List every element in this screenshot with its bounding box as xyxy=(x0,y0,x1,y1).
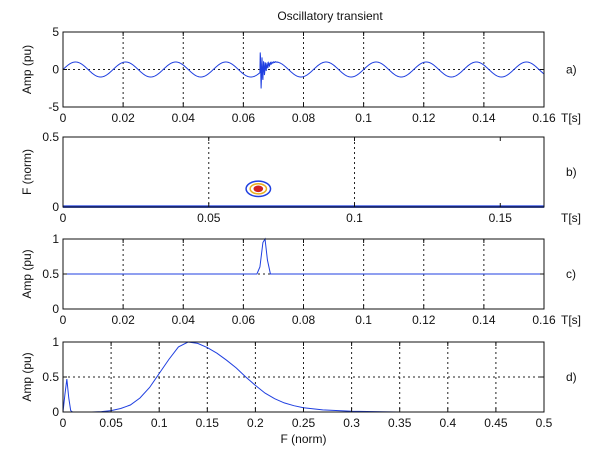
x-tick-label: 0.05 xyxy=(99,416,123,430)
y-tick-label: 0.5 xyxy=(42,130,59,144)
x-tick-label: 0.3 xyxy=(343,416,360,430)
x-axis-label: T[s] xyxy=(561,111,581,125)
y-tick-label: -5 xyxy=(48,100,59,114)
y-axis-label: Amp (pu) xyxy=(20,249,34,298)
x-tick-label: 0.2 xyxy=(247,416,264,430)
panel-d: 0 0.05 0.1 0.15 0.2 0.25 0.3 0.35 0.4 0.45 0.5 0 0.5… xyxy=(20,335,577,446)
y-axis-label: Amp (pu) xyxy=(20,45,34,94)
x-tick-label: 0.05 xyxy=(197,211,221,225)
x-tick-label: 0.1 xyxy=(355,313,372,327)
x-tick-label: 0.04 xyxy=(172,111,196,125)
x-tick-label: 0.4 xyxy=(439,416,456,430)
x-tick-label: 0.15 xyxy=(196,416,220,430)
y-tick-label: 0.5 xyxy=(42,267,59,281)
x-tick-label: 0.14 xyxy=(472,111,496,125)
x-tick-label: 0.08 xyxy=(292,111,316,125)
panel-label: d) xyxy=(566,370,577,384)
y-tick-label: 0.5 xyxy=(42,370,59,384)
x-tick-label: 0 xyxy=(60,211,67,225)
y-tick-label: 0 xyxy=(52,200,59,214)
x-tick-label: 0.45 xyxy=(484,416,508,430)
x-tick-label: 0.5 xyxy=(536,416,553,430)
x-tick-label: 0.12 xyxy=(412,111,436,125)
contour-ring-1 xyxy=(245,180,272,198)
y-tick-label: 0 xyxy=(52,63,59,77)
x-tick-label: 0.1 xyxy=(355,111,372,125)
y-tick-label: 1 xyxy=(52,232,59,246)
x-tick-label: 0.16 xyxy=(532,111,556,125)
panel-label: b) xyxy=(566,165,577,179)
panel-a: 0 0.02 0.04 0.06 0.08 0.1 0.12 0.14 0.16-505Amp … xyxy=(20,25,581,125)
x-tick-label: 0 xyxy=(60,111,67,125)
panel-b: 0 0.05 0.1 0.15 0 0.5 F (norm) T[s] b) xyxy=(20,130,581,225)
panels: 0 0.02 0.04 0.06 0.08 0.1 0.12 0.14 0.16-505Amp … xyxy=(20,25,581,446)
x-axis-label: T[s] xyxy=(561,313,581,327)
x-tick-label: 0.06 xyxy=(232,111,256,125)
y-tick-label: 1 xyxy=(52,335,59,349)
x-tick-label: 0.1 xyxy=(151,416,168,430)
x-axis-label: T[s] xyxy=(561,211,581,225)
y-tick-label: 5 xyxy=(52,25,59,39)
x-tick-label: 0.25 xyxy=(292,416,316,430)
chart-title: Oscillatory transient xyxy=(277,9,383,23)
x-tick-label: 0.14 xyxy=(472,313,496,327)
axes-frame xyxy=(62,136,545,208)
y-tick-label: 0 xyxy=(52,302,59,316)
x-tick-label: 0.06 xyxy=(232,313,256,327)
x-tick-label: 0.1 xyxy=(346,211,363,225)
panel-label: a) xyxy=(566,63,577,77)
x-tick-label: 0.04 xyxy=(172,313,196,327)
x-axis-label: F (norm) xyxy=(281,432,327,446)
panel-label: c) xyxy=(566,267,576,281)
contour-ring-2 xyxy=(249,183,268,195)
x-tick-label: 0.12 xyxy=(412,313,436,327)
x-tick-label: 0 xyxy=(60,313,67,327)
x-tick-label: 0.08 xyxy=(292,313,316,327)
series-line-a xyxy=(62,52,545,89)
x-tick-label: 0.02 xyxy=(111,313,135,327)
x-tick-label: 0.35 xyxy=(388,416,412,430)
x-tick-label: 0 xyxy=(60,416,67,430)
y-axis-label: Amp (pu) xyxy=(20,352,34,401)
y-tick-label: 0 xyxy=(52,405,59,419)
series-line-c xyxy=(63,237,544,275)
contour-ring-3 xyxy=(253,185,264,193)
y-axis-label: F (norm) xyxy=(20,149,34,195)
x-tick-label: 0.15 xyxy=(489,211,513,225)
x-tick-label: 0.16 xyxy=(532,313,556,327)
x-tick-label: 0.02 xyxy=(111,111,135,125)
panel-c: 0 0.02 0.04 0.06 0.08 0.1 0.12 0.14 0.16 0 0.5 1 Amp… xyxy=(20,232,581,327)
